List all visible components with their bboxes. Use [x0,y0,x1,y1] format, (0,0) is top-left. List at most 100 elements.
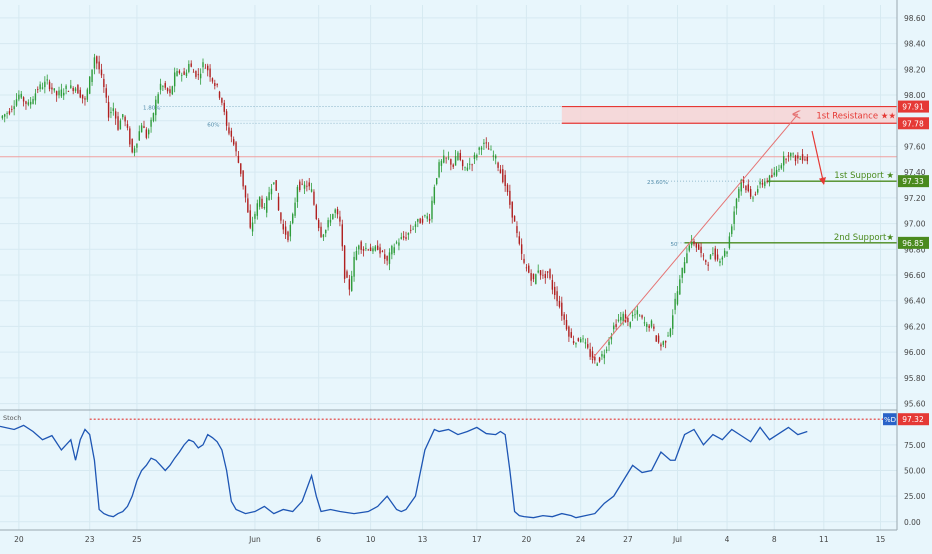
candle-body [426,216,428,219]
candle-body [598,357,601,362]
candle-body [634,314,636,316]
candle-body [712,253,714,254]
candle-body [306,185,308,187]
candle-body [638,315,641,317]
candle-body [334,209,336,213]
fib-label: 1.80% [143,106,160,112]
candle-body [376,245,379,250]
candle-body [143,126,145,128]
candle-body [674,298,676,310]
candle-body [67,91,70,92]
candle-body [447,157,450,159]
candle-body [315,205,318,220]
price-tick-label: 95.60 [904,400,926,409]
candle-body [631,314,634,317]
candle-body [490,149,492,151]
price-tag-label: 97.78 [902,119,924,128]
candle-body [667,335,669,337]
candle-body [672,315,674,329]
candle-body [13,106,15,110]
candle-body [164,83,166,88]
candle-body [388,252,391,264]
candle-body [263,207,266,209]
candle-body [771,175,773,178]
candle-body [464,166,466,168]
candle-body [799,158,801,160]
candle-body [435,178,438,185]
candle-body [702,255,705,257]
candle-body [325,229,327,234]
candle-body [159,83,162,90]
candle-body [461,160,464,167]
candle-body [384,254,386,259]
candle-body [289,224,292,237]
candle-body [683,262,686,273]
candle-body [487,148,490,150]
candle-body [190,63,192,67]
candle-body [369,247,372,252]
candle-body [660,344,662,347]
price-tick-label: 97.40 [904,168,926,177]
candle-body [516,226,518,234]
candle-body [195,70,197,77]
candle-body [525,267,528,269]
candle-body [414,224,417,227]
candle-body [273,182,275,184]
candle-body [251,222,254,232]
candle-body [367,249,369,251]
candle-body [27,102,30,105]
candle-body [676,291,679,305]
candle-body [133,148,136,153]
candle-body [620,316,622,321]
candle-body [650,320,653,327]
grid-layer [0,5,897,530]
candle-body [653,326,655,329]
candle-body [419,218,421,224]
candle-body [112,108,115,112]
price-tag-label: 97.91 [902,103,924,112]
candle-body [140,125,143,133]
candle-body [270,188,273,195]
candle-body [301,183,303,185]
price-tag-badge [898,100,929,113]
candle-body [523,258,525,263]
candle-body [549,269,551,279]
candle-body [624,314,627,323]
candle-body [452,164,454,167]
candle-body [480,147,483,150]
candle-body [46,79,48,81]
stoch-title: Stoch [3,414,21,422]
candle-body [520,244,523,254]
price-tick-label: 98.40 [904,40,926,49]
candle-body [381,251,384,252]
price-tag-label: 97.33 [902,177,924,186]
candle-body [277,196,280,211]
candle-body [485,142,487,144]
candle-body [225,111,228,126]
candle-body [131,138,133,153]
candle-body [152,113,155,121]
candle-body [797,155,799,159]
candle-body [636,310,639,315]
candle-body [417,218,419,222]
candle-body [506,184,509,192]
time-tick-label: 13 [418,535,428,544]
resistance-label: 1st Resistance ★★ [816,112,896,122]
levels-layer: 1.80% 60% 23.60% 50 1st Resistance ★★ 1st Sup… [0,106,897,248]
candle-body [358,245,360,250]
candle-body [351,275,353,291]
candle-body [237,155,240,163]
candle-body [256,203,259,216]
candle-body [155,99,157,116]
candle-body [641,315,643,318]
candle-body [570,332,572,338]
candle-body [740,179,742,192]
candle-body [806,156,809,162]
price-tick-label: 97.00 [904,220,926,229]
price-tick-label: 96.00 [904,348,926,357]
candle-body [202,62,204,68]
candle-body [173,72,176,87]
candle-body [107,101,110,118]
candle-body [379,247,381,254]
stoch-legend-badge [883,413,897,426]
